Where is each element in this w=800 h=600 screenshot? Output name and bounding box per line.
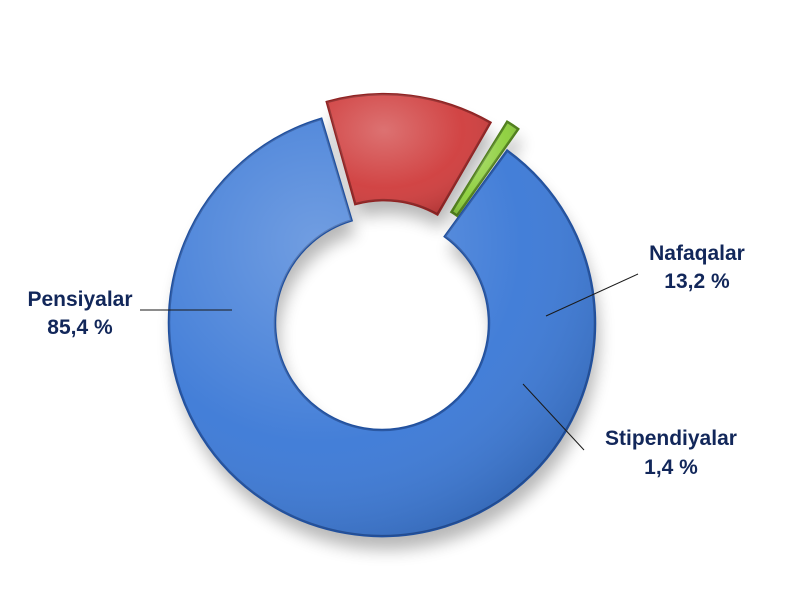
slice-shine (326, 94, 491, 215)
slice-shine (169, 118, 596, 537)
slice-label-value: 13,2 % (664, 270, 730, 293)
leader-line (522, 383, 585, 451)
slice-label-name: Pensiyalar (27, 288, 132, 311)
slice-label-name: Stipendiyalar (605, 427, 737, 450)
leader-line (545, 273, 639, 317)
slice-label-value: 85,4 % (47, 316, 113, 339)
slice-label-name: Nafaqalar (649, 242, 745, 265)
slice-shine (451, 121, 519, 216)
slice-label-value: 1,4 % (644, 456, 698, 479)
